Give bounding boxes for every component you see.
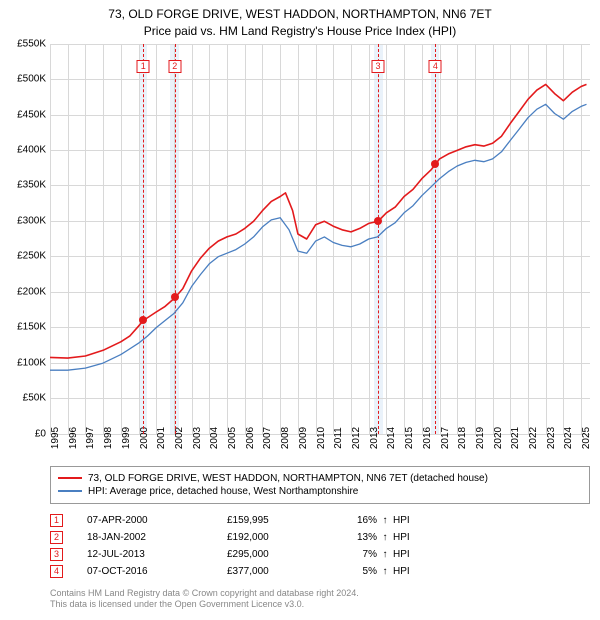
transaction-price: £295,000 — [227, 549, 337, 560]
sale-dot — [171, 293, 179, 301]
transaction-row: 4 07-OCT-2016£377,0005%↑HPI — [50, 563, 590, 580]
transaction-hpi-label: HPI — [393, 566, 410, 577]
legend-swatch — [58, 477, 82, 479]
transaction-date: 07-APR-2000 — [87, 515, 227, 526]
y-axis-label: £400K — [17, 144, 46, 155]
sale-dot — [374, 217, 382, 225]
arrow-up-icon: ↑ — [377, 532, 393, 543]
footer-line1: Contains HM Land Registry data © Crown c… — [50, 588, 590, 600]
legend-row: 73, OLD FORGE DRIVE, WEST HADDON, NORTHA… — [58, 472, 582, 485]
y-axis-label: £450K — [17, 109, 46, 120]
arrow-up-icon: ↑ — [377, 549, 393, 560]
series-lines — [50, 44, 590, 434]
legend-swatch — [58, 490, 82, 492]
transaction-key: 1 — [50, 514, 63, 527]
series-hpi — [50, 104, 587, 370]
transaction-row: 1 07-APR-2000£159,99516%↑HPI — [50, 512, 590, 529]
legend-label: HPI: Average price, detached house, West… — [88, 486, 358, 497]
sale-dot — [139, 316, 147, 324]
title-line2: Price paid vs. HM Land Registry's House … — [0, 23, 600, 40]
footer-line2: This data is licensed under the Open Gov… — [50, 599, 590, 611]
transaction-price: £192,000 — [227, 532, 337, 543]
transaction-hpi-label: HPI — [393, 515, 410, 526]
y-axis-label: £350K — [17, 180, 46, 191]
transaction-hpi-label: HPI — [393, 549, 410, 560]
transaction-date: 12-JUL-2013 — [87, 549, 227, 560]
y-axis-label: £500K — [17, 74, 46, 85]
transaction-row: 3 12-JUL-2013£295,0007%↑HPI — [50, 546, 590, 563]
y-axis-label: £50K — [23, 393, 46, 404]
transaction-date: 07-OCT-2016 — [87, 566, 227, 577]
y-axis-label: £0 — [35, 428, 46, 439]
chart-plot-area: £0£50K£100K£150K£200K£250K£300K£350K£400… — [50, 44, 590, 434]
transaction-pct: 16% — [337, 515, 377, 526]
footer: Contains HM Land Registry data © Crown c… — [50, 588, 590, 611]
series-property — [50, 84, 587, 358]
y-axis-label: £200K — [17, 286, 46, 297]
arrow-up-icon: ↑ — [377, 566, 393, 577]
y-axis-label: £250K — [17, 251, 46, 262]
title-line1: 73, OLD FORGE DRIVE, WEST HADDON, NORTHA… — [0, 6, 600, 23]
legend-row: HPI: Average price, detached house, West… — [58, 485, 582, 498]
legend-label: 73, OLD FORGE DRIVE, WEST HADDON, NORTHA… — [88, 473, 488, 484]
arrow-up-icon: ↑ — [377, 515, 393, 526]
transaction-price: £377,000 — [227, 566, 337, 577]
y-axis-label: £100K — [17, 357, 46, 368]
transaction-row: 2 18-JAN-2002£192,00013%↑HPI — [50, 529, 590, 546]
transaction-key: 4 — [50, 565, 63, 578]
transaction-key: 3 — [50, 548, 63, 561]
sale-dot — [431, 160, 439, 168]
transaction-pct: 5% — [337, 566, 377, 577]
legend: 73, OLD FORGE DRIVE, WEST HADDON, NORTHA… — [50, 466, 590, 504]
chart-title: 73, OLD FORGE DRIVE, WEST HADDON, NORTHA… — [0, 0, 600, 40]
transaction-date: 18-JAN-2002 — [87, 532, 227, 543]
y-axis-label: £300K — [17, 215, 46, 226]
y-axis-label: £550K — [17, 38, 46, 49]
transaction-pct: 13% — [337, 532, 377, 543]
transaction-pct: 7% — [337, 549, 377, 560]
transactions-table: 107-APR-2000£159,99516%↑HPI218-JAN-2002£… — [50, 512, 590, 580]
transaction-hpi-label: HPI — [393, 532, 410, 543]
transaction-key: 2 — [50, 531, 63, 544]
transaction-price: £159,995 — [227, 515, 337, 526]
y-axis-label: £150K — [17, 322, 46, 333]
